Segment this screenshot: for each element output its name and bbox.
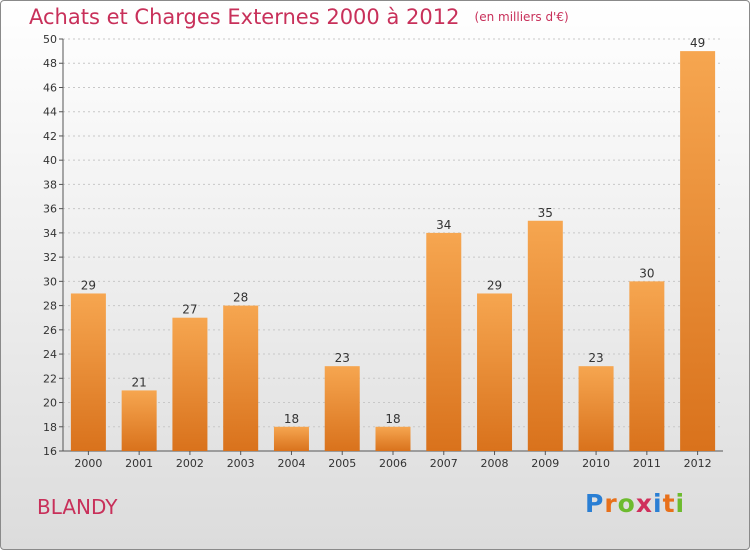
y-tick-label: 26 bbox=[43, 324, 57, 337]
y-tick-label: 46 bbox=[43, 81, 57, 94]
x-tick-label: 2012 bbox=[684, 457, 712, 470]
y-tick-label: 38 bbox=[43, 178, 57, 191]
x-tick-label: 2003 bbox=[227, 457, 255, 470]
bar bbox=[477, 293, 513, 451]
bar-value-label: 27 bbox=[182, 303, 197, 317]
bar bbox=[273, 426, 309, 451]
bar bbox=[223, 305, 259, 451]
y-tick-label: 34 bbox=[43, 227, 57, 240]
bar bbox=[375, 426, 411, 451]
x-tick-label: 2004 bbox=[277, 457, 305, 470]
bar bbox=[578, 366, 614, 451]
x-tick-label: 2005 bbox=[328, 457, 356, 470]
bar-value-label: 23 bbox=[588, 351, 603, 365]
y-tick-label: 50 bbox=[43, 33, 57, 46]
x-tick-label: 2001 bbox=[125, 457, 153, 470]
bar bbox=[527, 220, 563, 451]
logo-letter: o bbox=[617, 489, 636, 518]
bar-value-label: 21 bbox=[132, 375, 147, 389]
bar bbox=[121, 390, 157, 451]
bar-value-label: 35 bbox=[538, 206, 553, 220]
bar-value-label: 34 bbox=[436, 218, 451, 232]
y-tick-label: 48 bbox=[43, 57, 57, 70]
y-tick-label: 28 bbox=[43, 300, 57, 313]
bar-value-label: 29 bbox=[487, 278, 502, 292]
bar bbox=[70, 293, 106, 451]
x-tick-label: 2000 bbox=[74, 457, 102, 470]
chart-subtitle: (en milliers d'€) bbox=[474, 10, 569, 24]
y-tick-label: 32 bbox=[43, 251, 57, 264]
logo-letter: r bbox=[604, 489, 618, 518]
bar bbox=[629, 281, 665, 451]
y-tick-label: 22 bbox=[43, 372, 57, 385]
logo-letter: i bbox=[653, 489, 663, 518]
bar bbox=[324, 366, 360, 451]
y-tick-label: 24 bbox=[43, 348, 57, 361]
y-tick-label: 20 bbox=[43, 397, 57, 410]
x-tick-label: 2007 bbox=[430, 457, 458, 470]
bar bbox=[680, 51, 716, 451]
logo-letter: P bbox=[585, 489, 605, 518]
y-tick-label: 44 bbox=[43, 106, 57, 119]
bar-value-label: 29 bbox=[81, 278, 96, 292]
x-tick-label: 2008 bbox=[481, 457, 509, 470]
bar-value-label: 28 bbox=[233, 291, 248, 305]
y-tick-label: 40 bbox=[43, 154, 57, 167]
bar bbox=[426, 232, 462, 451]
y-tick-label: 30 bbox=[43, 275, 57, 288]
location-name: BLANDY bbox=[37, 495, 118, 519]
x-tick-label: 2006 bbox=[379, 457, 407, 470]
x-tick-label: 2011 bbox=[633, 457, 661, 470]
bar-value-label: 49 bbox=[690, 36, 705, 50]
y-tick-label: 18 bbox=[43, 421, 57, 434]
x-tick-label: 2002 bbox=[176, 457, 204, 470]
title-block: Achats et Charges Externes 2000 à 2012 (… bbox=[29, 5, 569, 29]
y-tick-label: 16 bbox=[43, 445, 57, 458]
logo-letter: i bbox=[675, 489, 686, 518]
y-tick-label: 42 bbox=[43, 130, 57, 143]
bar-value-label: 23 bbox=[335, 351, 350, 365]
x-tick-label: 2009 bbox=[531, 457, 559, 470]
y-tick-label: 36 bbox=[43, 203, 57, 216]
bar bbox=[172, 317, 208, 451]
bar-value-label: 18 bbox=[284, 412, 299, 426]
chart-title: Achats et Charges Externes 2000 à 2012 bbox=[29, 5, 460, 29]
bar-value-label: 18 bbox=[385, 412, 400, 426]
bar-value-label: 30 bbox=[639, 266, 654, 280]
x-tick-label: 2010 bbox=[582, 457, 610, 470]
logo-letter: t bbox=[662, 489, 676, 518]
proxiti-logo: Proxiti bbox=[585, 489, 685, 518]
logo-letter: x bbox=[635, 489, 653, 518]
